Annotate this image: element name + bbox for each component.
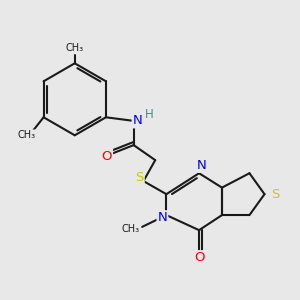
Text: CH₃: CH₃ — [18, 130, 36, 140]
Text: S: S — [271, 188, 279, 201]
Text: O: O — [194, 251, 204, 264]
Text: N: N — [197, 159, 207, 172]
Text: N: N — [133, 114, 142, 128]
Text: S: S — [135, 171, 144, 184]
Text: O: O — [102, 150, 112, 163]
Text: CH₃: CH₃ — [66, 43, 84, 53]
Text: CH₃: CH₃ — [122, 224, 140, 235]
Text: N: N — [158, 211, 167, 224]
Text: H: H — [145, 108, 154, 121]
